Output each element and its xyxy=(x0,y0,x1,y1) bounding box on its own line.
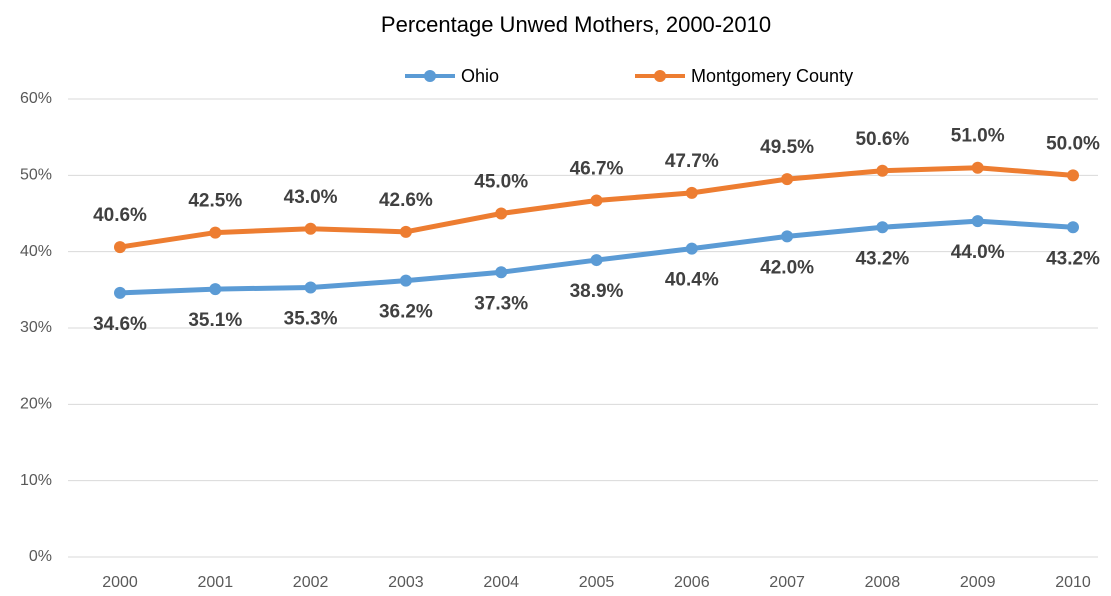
data-label: 43.2% xyxy=(855,248,909,269)
x-tick-label: 2002 xyxy=(293,574,329,591)
data-label: 37.3% xyxy=(474,293,528,314)
data-label: 50.6% xyxy=(855,129,909,150)
y-tick-label: 10% xyxy=(20,472,52,489)
data-label: 36.2% xyxy=(379,302,433,323)
y-tick-label: 40% xyxy=(20,243,52,260)
x-tick-label: 2000 xyxy=(102,574,138,591)
data-label: 46.7% xyxy=(570,159,624,180)
data-label: 42.6% xyxy=(379,190,433,211)
data-label: 51.0% xyxy=(951,126,1005,147)
data-point xyxy=(1067,221,1079,234)
x-tick-label: 2006 xyxy=(674,574,710,591)
x-tick-label: 2001 xyxy=(198,574,234,591)
x-tick-label: 2005 xyxy=(579,574,615,591)
data-point xyxy=(114,241,126,254)
data-label: 43.0% xyxy=(284,187,338,208)
data-label: 43.2% xyxy=(1046,248,1100,269)
data-point xyxy=(971,215,984,228)
data-point xyxy=(114,286,126,299)
x-tick-label: 2008 xyxy=(865,574,901,591)
data-point xyxy=(685,186,698,199)
x-tick-label: 2009 xyxy=(960,574,996,591)
data-point xyxy=(876,221,889,234)
y-tick-label: 50% xyxy=(20,167,52,184)
data-point xyxy=(209,283,222,296)
legend-label: Ohio xyxy=(461,66,499,86)
data-label: 44.0% xyxy=(951,242,1005,263)
data-point xyxy=(399,274,412,287)
data-point xyxy=(590,194,603,207)
x-tick-label: 2007 xyxy=(769,574,805,591)
data-label: 35.3% xyxy=(284,309,338,330)
data-label: 47.7% xyxy=(665,151,719,172)
data-label: 40.6% xyxy=(93,205,147,226)
x-tick-label: 2010 xyxy=(1055,574,1091,591)
data-point xyxy=(590,254,603,267)
data-point xyxy=(1067,169,1079,182)
data-point xyxy=(495,207,508,220)
y-tick-label: 0% xyxy=(29,548,52,565)
chart-title: Percentage Unwed Mothers, 2000-2010 xyxy=(381,12,771,37)
data-point xyxy=(971,161,984,174)
data-point xyxy=(495,266,508,279)
data-point xyxy=(685,242,698,255)
x-tick-label: 2003 xyxy=(388,574,424,591)
data-label: 49.5% xyxy=(760,137,814,158)
data-label: 34.6% xyxy=(93,314,147,335)
data-label: 35.1% xyxy=(188,310,242,331)
y-tick-label: 30% xyxy=(20,319,52,336)
legend-marker xyxy=(424,70,436,82)
data-point xyxy=(304,281,317,294)
data-label: 40.4% xyxy=(665,270,719,291)
y-tick-label: 60% xyxy=(20,90,52,107)
x-tick-label: 2004 xyxy=(483,574,519,591)
data-label: 42.5% xyxy=(188,191,242,212)
series-line xyxy=(119,165,1074,250)
data-point xyxy=(876,164,889,177)
data-point xyxy=(304,222,317,235)
legend-label: Montgomery County xyxy=(691,66,853,86)
data-point xyxy=(399,225,412,238)
data-label: 45.0% xyxy=(474,172,528,193)
data-point xyxy=(209,226,222,239)
data-label: 50.0% xyxy=(1046,133,1100,154)
data-label: 42.0% xyxy=(760,257,814,278)
data-point xyxy=(781,173,794,186)
data-label: 38.9% xyxy=(570,281,624,302)
data-point xyxy=(781,230,794,243)
y-tick-label: 20% xyxy=(20,396,52,413)
legend-marker xyxy=(654,70,666,82)
